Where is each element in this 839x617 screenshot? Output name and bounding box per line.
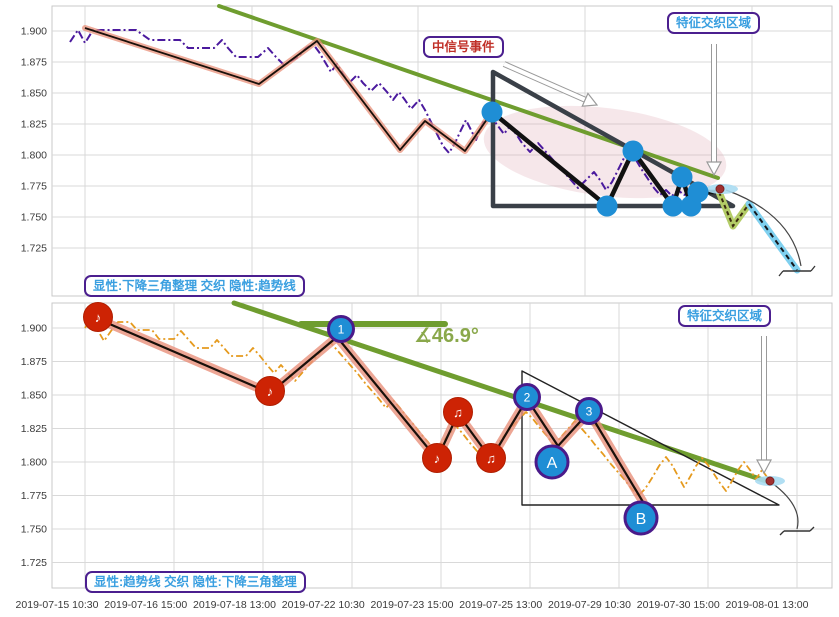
y-tick-label: 1.800: [21, 150, 47, 162]
y-tick-label: 1.750: [21, 524, 47, 536]
x-tick-label: 2019-07-15 10:30: [16, 599, 99, 611]
panel-border-1: [51, 302, 833, 589]
pivot-dot: [687, 181, 709, 203]
feature-zone-label-bottom: 特征交织区域: [678, 305, 772, 327]
feature-zone-arrow-top-head: [705, 161, 723, 177]
trendline-angle-annotation: ∡46.9°: [414, 325, 479, 347]
feature-zone-label-top: 特征交织区域: [667, 12, 761, 34]
note-glyph: ♪: [434, 451, 441, 466]
wave-marker-label: 2: [524, 390, 531, 404]
zigzag-core-top: [84, 27, 493, 152]
y-tick-label: 1.900: [21, 26, 47, 38]
signal-event-arrow-head: [581, 92, 599, 107]
note-marker: [83, 302, 113, 332]
end-marker-tick: [779, 530, 785, 536]
x-tick-label: 2019-07-16 15:00: [104, 599, 187, 611]
pivot-dot: [596, 195, 618, 217]
note-marker: [443, 397, 473, 427]
wave-marker-label: B: [636, 511, 647, 528]
intersection-red-dot-bottom: [765, 476, 775, 486]
forecast-core-blue: [748, 203, 798, 271]
y-tick-label: 1.800: [21, 457, 47, 469]
note-marker: [476, 443, 506, 473]
x-tick-label: 2019-07-29 10:30: [548, 599, 631, 611]
wave-marker-3: [575, 397, 603, 425]
wave-marker-2: [513, 383, 541, 411]
y-tick-label: 1.725: [21, 557, 47, 569]
note-glyph: ♪: [267, 384, 274, 399]
panel-caption-top: 显性:下降三角整理 交织 隐性:趋势线: [84, 275, 305, 297]
wave-marker-A: [534, 444, 570, 480]
end-marker-tick: [809, 526, 815, 532]
zigzag-core-bottom: [97, 317, 644, 503]
y-tick-label: 1.775: [21, 181, 47, 193]
y-tick-label: 1.850: [21, 390, 47, 402]
wave-marker-label: A: [547, 455, 558, 472]
y-tick-label: 1.725: [21, 243, 47, 255]
price-line-purple: [69, 29, 702, 198]
feature-zone-ellipse-top: [483, 105, 727, 199]
x-tick-label: 2019-07-23 15:00: [371, 599, 454, 611]
projection-curve-bottom: [771, 482, 799, 530]
x-tick-label: 2019-07-22 10:30: [282, 599, 365, 611]
note-glyph: ♫: [453, 405, 463, 420]
pivot-dot: [671, 166, 693, 188]
wave-marker-label: 1: [338, 322, 345, 336]
y-tick-label: 1.825: [21, 119, 47, 131]
projection-curve-top: [725, 189, 802, 267]
pivot-dot: [622, 140, 644, 162]
pivot-dot: [481, 101, 503, 123]
y-tick-label: 1.750: [21, 212, 47, 224]
note-glyph: ♫: [486, 451, 496, 466]
y-tick-label: 1.775: [21, 490, 47, 502]
wave-marker-label: 3: [586, 404, 593, 418]
y-tick-label: 1.900: [21, 323, 47, 335]
panel-caption-bottom: 显性:趋势线 交织 隐性:下降三角整理: [85, 571, 306, 593]
x-tick-label: 2019-07-30 15:00: [637, 599, 720, 611]
wave-marker-1: [327, 315, 355, 343]
intersection-red-dot-top: [715, 184, 725, 194]
y-tick-label: 1.850: [21, 88, 47, 100]
x-tick-label: 2019-08-01 13:00: [726, 599, 809, 611]
y-tick-label: 1.825: [21, 423, 47, 435]
signal-event-arrow-shaft: [503, 62, 586, 102]
x-tick-label: 2019-07-25 13:00: [459, 599, 542, 611]
wave-marker-B: [623, 500, 659, 536]
end-marker-tick: [778, 270, 784, 277]
y-tick-label: 1.875: [21, 356, 47, 368]
y-tick-label: 1.875: [21, 57, 47, 69]
end-marker-tick: [810, 265, 816, 272]
pivot-dot: [662, 195, 684, 217]
signal-event-label: 中信号事件: [423, 36, 504, 58]
feature-zone-arrow-bottom-head: [755, 459, 773, 475]
panel-border-0: [51, 5, 833, 297]
forecast-core-green: [718, 191, 750, 229]
note-glyph: ♪: [95, 310, 102, 325]
note-marker: [255, 376, 285, 406]
note-marker: [422, 443, 452, 473]
x-tick-label: 2019-07-18 13:00: [193, 599, 276, 611]
